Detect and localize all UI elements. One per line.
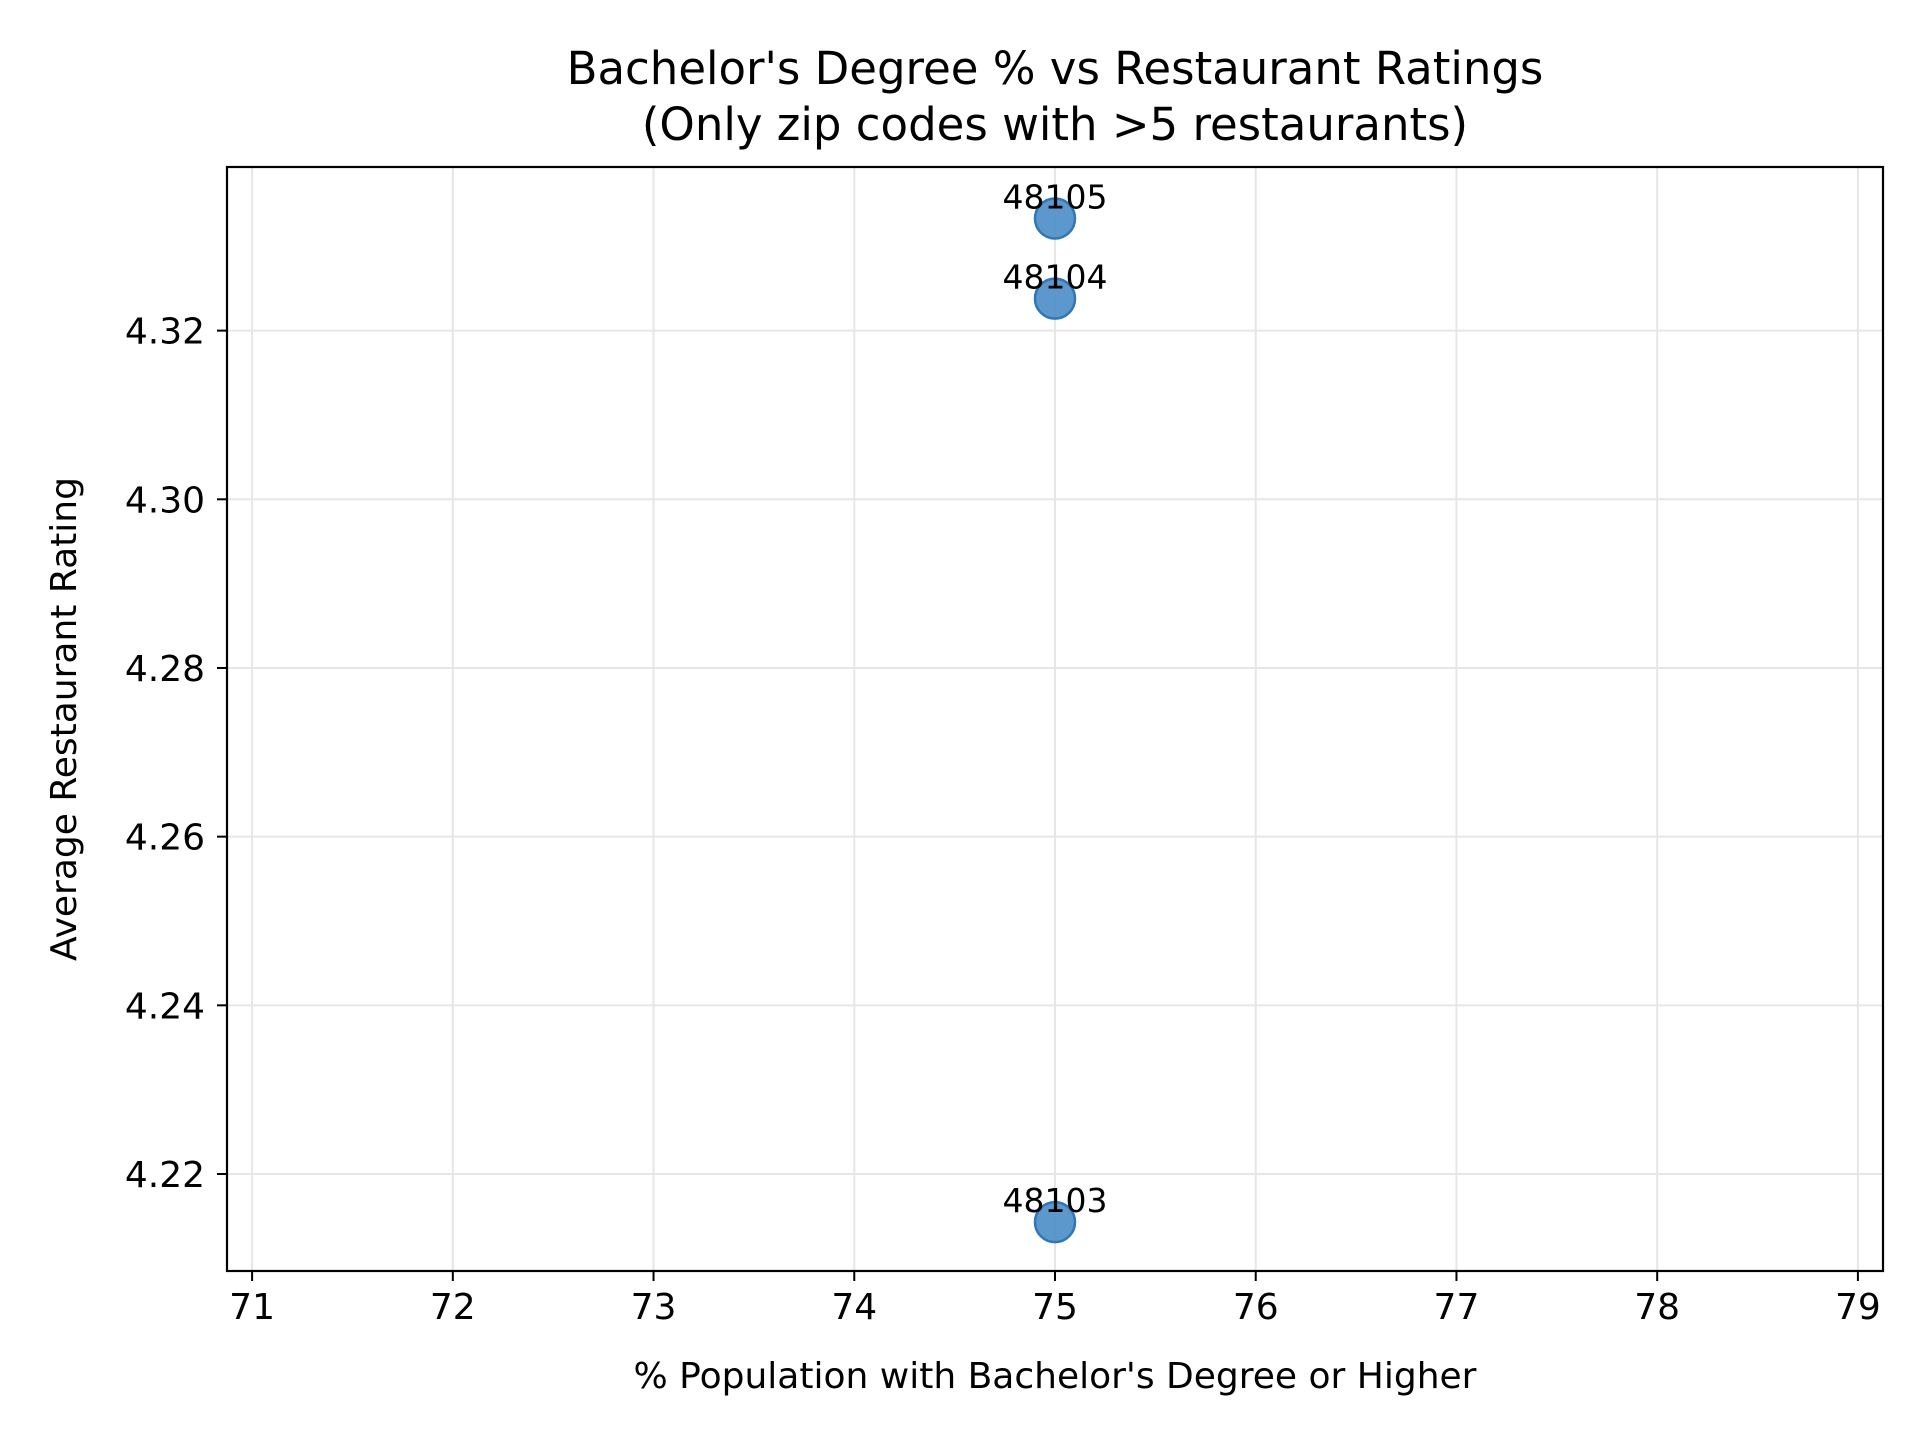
x-tick-label: 72 [430,1287,476,1328]
grid [227,167,1883,1271]
x-tick-label: 78 [1634,1287,1680,1328]
data-point [1033,277,1077,320]
y-tick-label: 4.32 [125,312,205,353]
chart-subtitle: (Only zip codes with >5 restaurants) [642,98,1468,151]
plot-frame [225,165,1885,1273]
x-tick-label: 75 [1032,1287,1078,1328]
y-tick-label: 4.30 [125,480,205,521]
data-points: 48105 48104 48103 [1003,177,1108,1244]
point-label: 48105 [1003,177,1108,216]
y-tick-label: 4.26 [125,818,205,859]
x-tick-label: 74 [831,1287,877,1328]
point-label: 48103 [1003,1181,1108,1220]
ticks: 71 72 73 74 75 76 77 78 79 4.22 4.24 4.26 4.28 4.30 4.… [125,312,1881,1328]
x-tick-label: 73 [631,1287,677,1328]
point-label: 48104 [1003,258,1108,297]
y-tick-label: 4.22 [125,1155,205,1196]
chart-title: Bachelor's Degree % vs Restaurant Rating… [567,42,1544,95]
x-tick-label: 77 [1434,1287,1480,1328]
data-point [1033,197,1077,240]
y-axis-label: Average Restaurant Rating [44,477,85,961]
y-tick-label: 4.28 [125,649,205,690]
y-tick-label: 4.24 [125,986,205,1027]
x-axis-label: % Population with Bachelor's Degree or H… [634,1356,1477,1397]
data-point [1033,1200,1077,1244]
x-tick-label: 71 [229,1287,275,1328]
x-tick-label: 79 [1835,1287,1881,1328]
x-tick-label: 76 [1233,1287,1279,1328]
